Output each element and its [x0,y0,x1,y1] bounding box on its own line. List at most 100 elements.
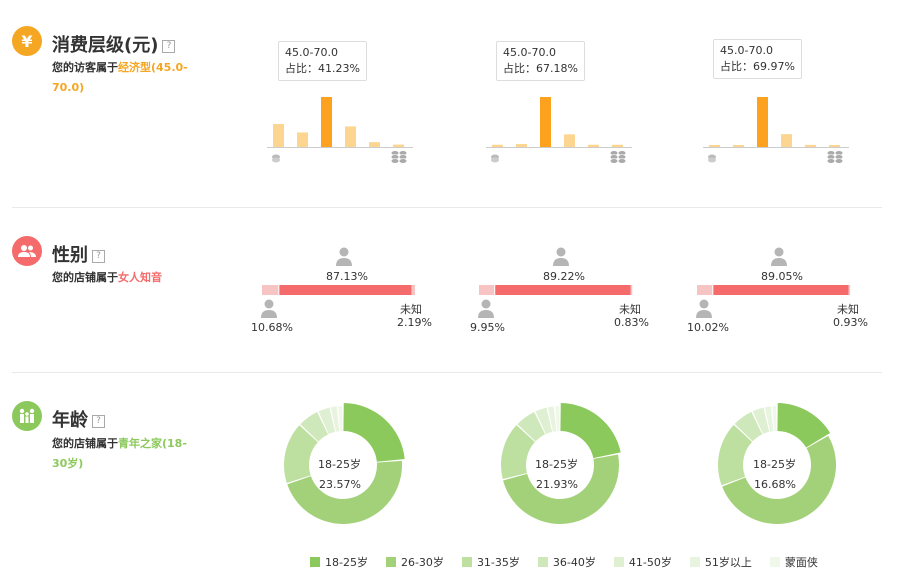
gender-title: 性别? [52,241,105,267]
legend-item[interactable]: 蒙面侠 [769,554,818,570]
female-person-icon [556,247,566,257]
legend-item[interactable]: 18-25岁 [310,554,368,570]
age-donut-slice [517,411,546,442]
male-person-icon [696,310,712,318]
legend-label: 36-40岁 [552,556,596,569]
age-donut-slice [734,411,763,442]
female-percent-1: 87.13% [326,270,368,283]
age-donut-slice [330,406,340,432]
consumption-title-text: 消费层级(元) [52,35,159,56]
age-donut-slice [284,425,318,483]
male-percent-2: 9.95% [470,321,505,334]
consumption-tooltip-3: 45.0-70.0 占比：69.97% [713,39,802,79]
consumption-bar [516,144,527,147]
legend-label: 41-50岁 [628,556,672,569]
male-person-icon [261,310,277,318]
donut-center-value-2: 21.93% [536,478,578,491]
age-donut-slice [717,424,753,486]
gender-desc-highlight: 女人知音 [118,271,162,284]
help-icon[interactable]: ? [92,249,105,263]
consumption-bar [492,144,503,147]
legend-label: 26-30岁 [400,556,444,569]
consumption-title: 消费层级(元)? [52,31,176,57]
consumption-bar [757,97,768,147]
age-legend: 18-25岁 26-30岁 31-35岁 36-40岁 41-50岁 51岁以上… [310,554,818,570]
help-icon[interactable]: ? [162,39,176,53]
coin-icon [491,157,499,163]
age-donut-slice [555,406,560,432]
age-desc: 您的店铺属于青年之家(18-30岁) [52,434,197,474]
legend-label: 31-35岁 [476,556,520,569]
age-donut-slice [300,411,329,442]
age-donut-slice [287,460,402,524]
female-bar [495,285,631,295]
age-donut-slice [318,407,336,435]
consumption-bar-charts [267,97,849,164]
tooltip-ratio: 占比：41.23% [285,62,360,75]
age-title-text: 年龄 [52,410,88,431]
coin-stack-icon [390,158,400,164]
consumption-desc-prefix: 您的访客属于 [52,61,118,74]
legend-swatch [769,557,780,567]
age-donut-slice [338,406,343,432]
male-person-icon [478,310,494,318]
male-person-icon [481,299,491,309]
consumption-bar [369,142,380,147]
legend-swatch [689,557,700,567]
male-person-icon [699,299,709,309]
coin-stack-icon [617,158,627,164]
donut-center-value-3: 16.68% [754,478,796,491]
unknown-bar [411,285,415,295]
legend-item[interactable]: 41-50岁 [613,554,672,570]
tooltip-range: 45.0-70.0 [503,46,556,59]
consumption-bar [297,132,308,147]
unknown-percent-1: 2.19% [397,316,432,329]
unknown-percent-2: 0.83% [614,316,649,329]
age-donut-slice [722,435,836,524]
consumption-bar [829,145,840,147]
age-donut-slice [764,406,774,432]
section-divider [12,372,882,373]
male-percent-3: 10.02% [687,321,729,334]
help-icon[interactable]: ? [92,414,105,428]
coin-stack-icon [834,158,844,164]
legend-item[interactable]: 51岁以上 [689,554,752,570]
legend-swatch [310,557,320,567]
consumption-bar [733,145,744,147]
gender-desc: 您的店铺属于女人知音 [52,268,252,288]
donut-center-value-1: 23.57% [319,478,361,491]
age-donut-slice [772,406,777,432]
legend-swatch [385,557,396,567]
legend-label: 51岁以上 [704,556,752,569]
female-person-icon [553,258,569,266]
section-divider [12,207,882,208]
family-glyph [19,408,35,423]
female-percent-2: 89.22% [543,270,585,283]
age-donut-slice [560,403,621,459]
age-desc-highlight: 青年之家(18-30岁) [52,437,187,470]
consumption-tooltip-2: 45.0-70.0 占比：67.18% [496,41,585,81]
female-bar [713,285,849,295]
unknown-label-3: 未知 [837,303,859,316]
age-donut-slice [752,407,770,435]
coin-stack-icon [826,158,836,164]
family-icon [12,401,42,431]
consumption-bar [805,144,816,147]
coin-stack-icon [398,158,408,164]
consumption-desc: 您的访客属于经济型(45.0-70.0) [52,58,197,98]
female-person-icon [336,258,352,266]
male-bar [479,285,495,295]
age-donut-charts [284,403,836,524]
age-donut-slice [343,403,405,462]
donut-center-label-1: 18-25岁 [318,458,361,471]
unknown-label-1: 未知 [400,303,422,316]
consumption-bar [588,144,599,147]
female-bar [279,285,412,295]
legend-item[interactable]: 31-35岁 [461,554,520,570]
legend-item[interactable]: 26-30岁 [385,554,444,570]
legend-item[interactable]: 36-40岁 [537,554,596,570]
users-glyph [18,245,36,257]
coin-icon [272,157,280,163]
male-percent-1: 10.68% [251,321,293,334]
legend-label: 蒙面侠 [784,556,818,569]
